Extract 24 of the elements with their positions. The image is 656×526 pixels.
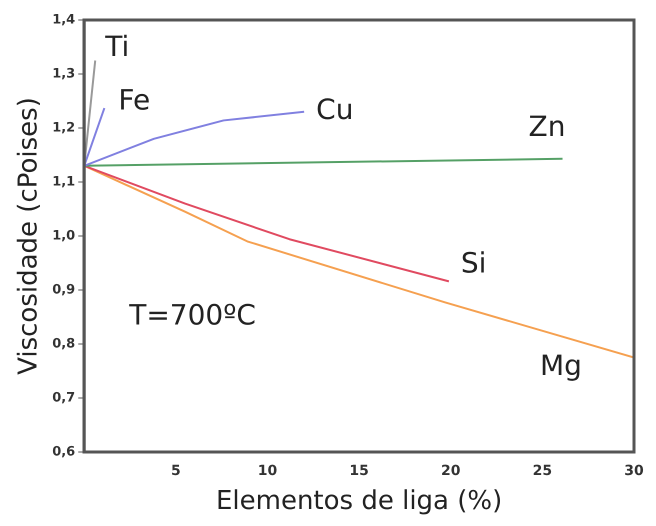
annotation: T=700ºC [128, 298, 256, 332]
y-tick-label: 1,3 [52, 66, 76, 82]
series-label: Si [460, 246, 486, 280]
series-label: Zn [528, 110, 566, 144]
y-tick-label: 0,8 [52, 336, 76, 352]
series-label: Ti [104, 30, 130, 63]
series-label: Mg [540, 348, 582, 382]
x-axis-title: Elementos de liga (%) [216, 486, 502, 516]
y-tick-label: 0,7 [52, 390, 76, 406]
series-label: Fe [118, 83, 150, 116]
y-tick-label: 0,6 [52, 444, 76, 460]
x-tick-label: 10 [258, 463, 278, 480]
x-tick-label: 25 [532, 463, 552, 480]
x-tick-label: 15 [349, 463, 369, 480]
y-tick-label: 1,4 [52, 12, 76, 28]
y-tick-label: 0,9 [52, 282, 76, 298]
y-tick-label: 1,0 [52, 228, 76, 244]
y-axis-title: Viscosidade (cPoises) [13, 97, 44, 375]
x-tick-label: 20 [441, 463, 461, 480]
y-tick-label: 1,2 [52, 120, 76, 136]
x-tick-label: 30 [624, 463, 644, 480]
y-tick-label: 1,1 [52, 174, 76, 190]
x-tick-label: 5 [170, 463, 181, 480]
series-label: Cu [316, 93, 354, 126]
